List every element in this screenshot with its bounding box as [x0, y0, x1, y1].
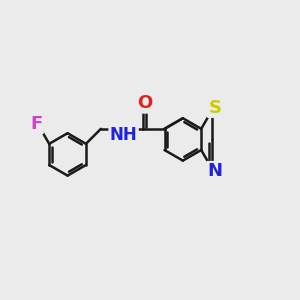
Text: S: S — [208, 98, 221, 116]
Text: O: O — [137, 94, 152, 112]
Text: NH: NH — [110, 126, 137, 144]
Text: F: F — [30, 115, 42, 133]
Text: N: N — [207, 162, 222, 180]
